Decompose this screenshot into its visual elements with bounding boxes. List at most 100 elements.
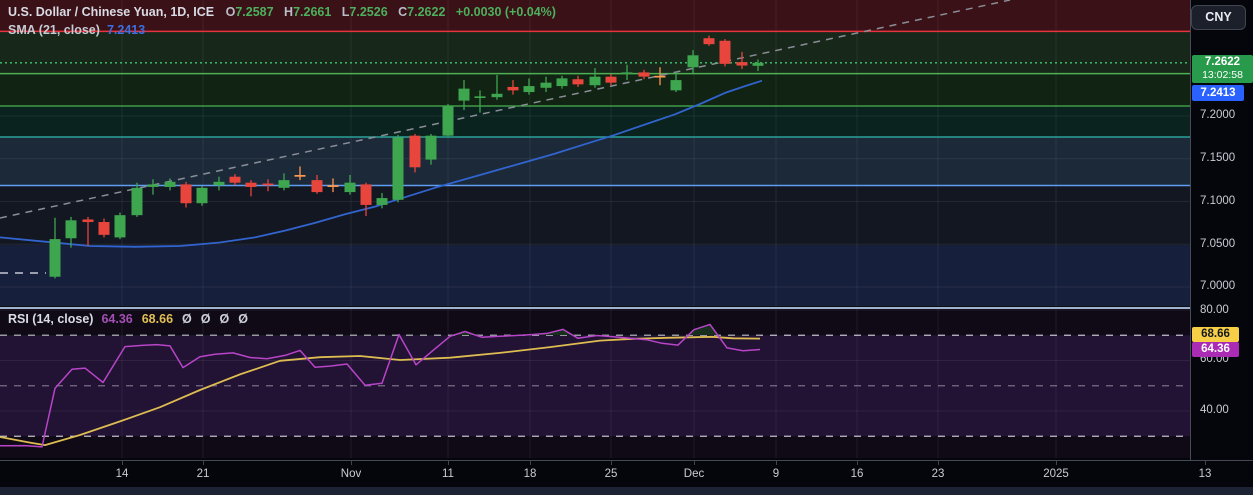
candle[interactable] bbox=[523, 86, 535, 93]
candle[interactable] bbox=[49, 239, 61, 277]
candle[interactable] bbox=[719, 40, 731, 64]
candle[interactable] bbox=[703, 38, 715, 45]
candle[interactable] bbox=[654, 75, 666, 78]
sma-label[interactable]: SMA (21, close) bbox=[8, 23, 100, 37]
candle[interactable] bbox=[311, 180, 323, 193]
candle[interactable] bbox=[82, 219, 94, 223]
rsi-legend[interactable]: RSI (14, close) 64.36 68.66 Ø Ø Ø Ø bbox=[8, 312, 248, 326]
candle[interactable] bbox=[442, 105, 454, 136]
time-axis-label: 18 bbox=[523, 468, 537, 480]
candle[interactable] bbox=[589, 76, 601, 86]
candle[interactable] bbox=[670, 80, 682, 91]
rsi-label[interactable]: RSI (14, close) bbox=[8, 312, 94, 326]
candle[interactable] bbox=[556, 78, 568, 87]
candle[interactable] bbox=[344, 182, 356, 193]
candle[interactable] bbox=[409, 135, 421, 168]
candle[interactable] bbox=[572, 79, 584, 85]
candle[interactable] bbox=[736, 62, 748, 66]
candle[interactable] bbox=[392, 137, 404, 200]
current-price-value: 7.2622 bbox=[1204, 56, 1241, 68]
rsi-hidden-value-1: Ø bbox=[182, 312, 192, 326]
rsi-value: 64.36 bbox=[101, 312, 133, 326]
trendline-dashed[interactable] bbox=[0, 0, 1011, 219]
candle[interactable] bbox=[474, 96, 486, 99]
candle[interactable] bbox=[294, 174, 306, 177]
rsi-ma-value: 68.66 bbox=[141, 312, 174, 326]
candle[interactable] bbox=[262, 183, 274, 186]
window-bottom-strip bbox=[0, 487, 1253, 495]
candle[interactable] bbox=[425, 135, 437, 160]
candle[interactable] bbox=[621, 72, 633, 75]
time-axis-tick bbox=[1056, 461, 1057, 465]
pane-separator-shadow bbox=[0, 306, 1190, 307]
low-value: 7.2526 bbox=[349, 5, 388, 19]
time-axis-label: Nov bbox=[340, 468, 362, 480]
time-axis-tick bbox=[122, 461, 123, 465]
price-axis-label: 7.0000 bbox=[1200, 280, 1236, 292]
time-axis-label: 9 bbox=[772, 468, 780, 480]
candle[interactable] bbox=[638, 72, 650, 77]
rsi-line[interactable] bbox=[0, 323, 761, 448]
time-axis-label: 2025 bbox=[1043, 468, 1069, 480]
high-label: H bbox=[284, 5, 294, 19]
rsi-ma-line[interactable] bbox=[0, 335, 761, 447]
symbol-legend[interactable]: U.S. Dollar / Chinese Yuan, 1D, ICE O7.2… bbox=[8, 5, 556, 19]
rsi-value-badge: 64.36 bbox=[1192, 342, 1239, 357]
candles-group[interactable] bbox=[49, 35, 764, 279]
low-label: L bbox=[341, 5, 350, 19]
candle[interactable] bbox=[180, 184, 192, 204]
open-value: 7.2587 bbox=[235, 5, 274, 19]
sma-legend[interactable]: SMA (21, close) 7.2413 bbox=[8, 23, 145, 37]
rsi-band bbox=[0, 335, 1190, 437]
candle[interactable] bbox=[131, 187, 143, 216]
price-zone bbox=[0, 185, 1190, 246]
price-axis[interactable]: 7.2622 13:02:58 7.2413 68.66 64.36 7.200… bbox=[1190, 0, 1253, 487]
open-label: O bbox=[225, 5, 236, 19]
time-axis-label: 16 bbox=[850, 468, 864, 480]
bar-countdown: 13:02:58 bbox=[1202, 69, 1243, 81]
currency-button[interactable]: CNY bbox=[1191, 5, 1246, 30]
candle[interactable] bbox=[360, 184, 372, 205]
candle[interactable] bbox=[376, 198, 388, 205]
candle[interactable] bbox=[114, 215, 126, 238]
candle[interactable] bbox=[540, 82, 552, 88]
rsi-hidden-value-4: Ø bbox=[238, 312, 248, 326]
close-label: C bbox=[398, 5, 408, 19]
candle[interactable] bbox=[164, 181, 176, 187]
sma-line[interactable] bbox=[0, 79, 763, 248]
candle[interactable] bbox=[98, 222, 110, 235]
time-axis-tick bbox=[351, 461, 352, 465]
time-axis-tick bbox=[203, 461, 204, 465]
price-axis-label: 7.1000 bbox=[1200, 195, 1236, 207]
candle[interactable] bbox=[229, 176, 241, 183]
time-axis-label: 21 bbox=[196, 468, 210, 480]
candle[interactable] bbox=[196, 187, 208, 204]
candle[interactable] bbox=[687, 55, 699, 68]
candle[interactable] bbox=[245, 182, 257, 187]
price-axis-label: 80.00 bbox=[1200, 304, 1229, 316]
time-axis-tick bbox=[694, 461, 695, 465]
price-zone bbox=[0, 105, 1190, 138]
rsi-hidden-value-2: Ø bbox=[200, 312, 211, 326]
candle[interactable] bbox=[147, 184, 159, 187]
candle[interactable] bbox=[65, 220, 77, 239]
candle[interactable] bbox=[278, 180, 290, 188]
candle[interactable] bbox=[327, 185, 339, 187]
time-axis-label: 25 bbox=[604, 468, 618, 480]
candle[interactable] bbox=[752, 62, 764, 66]
time-axis-tick bbox=[857, 461, 858, 465]
price-zone bbox=[0, 31, 1190, 74]
candle[interactable] bbox=[491, 93, 503, 98]
candle[interactable] bbox=[605, 76, 617, 83]
candle[interactable] bbox=[507, 86, 519, 91]
pane-separator[interactable] bbox=[0, 307, 1190, 309]
symbol-title[interactable]: U.S. Dollar / Chinese Yuan, 1D, ICE bbox=[8, 5, 215, 19]
time-axis[interactable]: 14 21 Nov 11 18 25 Dec 9 16 23 2025 13 bbox=[0, 460, 1253, 487]
time-axis-tick bbox=[776, 461, 777, 465]
time-axis-tick bbox=[530, 461, 531, 465]
sma-value: 7.2413 bbox=[106, 23, 146, 37]
candle[interactable] bbox=[213, 181, 225, 186]
candle[interactable] bbox=[458, 88, 470, 101]
